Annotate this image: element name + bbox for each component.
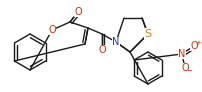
Text: O: O xyxy=(190,41,198,51)
Text: S: S xyxy=(144,29,152,39)
Text: +: + xyxy=(195,40,201,46)
Text: O: O xyxy=(74,7,82,17)
Text: O: O xyxy=(48,25,56,35)
Text: N: N xyxy=(112,37,120,47)
Text: O: O xyxy=(98,45,106,55)
Text: N: N xyxy=(178,49,186,59)
Text: O: O xyxy=(181,63,189,73)
Text: −: − xyxy=(186,68,192,74)
